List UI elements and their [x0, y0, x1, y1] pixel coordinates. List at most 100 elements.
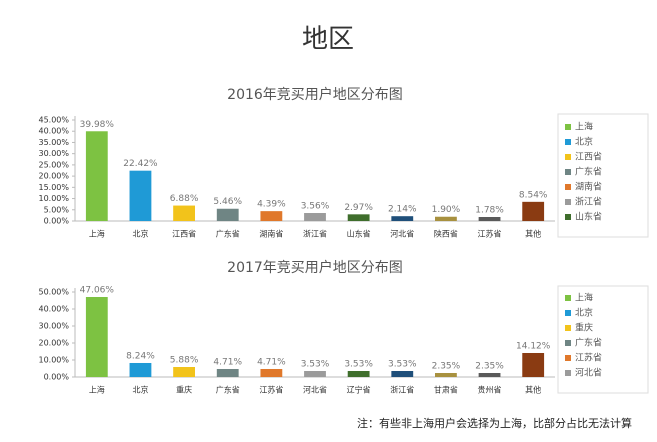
value-label: 39.98% — [80, 120, 115, 130]
y-tick-label: 10.00% — [38, 194, 69, 203]
bar — [85, 131, 108, 221]
x-tick-label: 贵州省 — [478, 385, 502, 395]
bar — [522, 201, 545, 221]
bar — [173, 367, 195, 377]
x-tick-label: 河北省 — [303, 385, 327, 395]
bar — [216, 368, 239, 377]
legend-label: 上海 — [575, 292, 593, 304]
legend-label: 上海 — [575, 121, 593, 133]
x-tick-label: 其他 — [525, 229, 541, 239]
x-tick-label: 辽宁省 — [347, 385, 371, 395]
legend-swatch — [565, 325, 571, 331]
legend-swatch — [565, 214, 571, 220]
bar — [260, 211, 283, 221]
y-tick-label: 35.00% — [38, 138, 69, 147]
x-tick-label: 江西省 — [172, 229, 196, 239]
legend-label: 河北省 — [575, 367, 602, 379]
value-label: 47.06% — [80, 285, 115, 295]
bar — [129, 362, 152, 377]
x-tick-label: 河北省 — [390, 229, 414, 239]
bar — [260, 368, 283, 377]
bar — [478, 217, 501, 221]
bar — [129, 170, 152, 221]
y-tick-label: 50.00% — [38, 288, 69, 297]
bar — [85, 296, 108, 377]
legend-label: 湖南省 — [575, 181, 602, 193]
legend-swatch — [565, 124, 571, 130]
x-tick-label: 浙江省 — [303, 229, 327, 239]
bar — [216, 208, 239, 221]
legend-label: 北京 — [575, 136, 593, 148]
bar — [304, 213, 326, 221]
value-label: 2.14% — [388, 205, 417, 215]
y-tick-label: 25.00% — [38, 160, 69, 169]
legend-label: 江西省 — [575, 151, 602, 163]
value-label: 1.78% — [475, 206, 504, 216]
legend-label: 山东省 — [575, 211, 602, 223]
y-tick-label: 40.00% — [38, 127, 69, 136]
legend-swatch — [565, 139, 571, 145]
x-tick-label: 湖南省 — [259, 229, 283, 239]
legend-swatch — [565, 340, 571, 346]
y-tick-label: 20.00% — [38, 172, 69, 181]
value-label: 5.88% — [170, 356, 199, 366]
x-tick-label: 甘肃省 — [434, 385, 458, 395]
value-label: 5.46% — [213, 197, 242, 207]
bar — [173, 205, 195, 221]
value-label: 14.12% — [516, 341, 551, 351]
value-label: 3.53% — [301, 359, 330, 369]
value-label: 3.53% — [344, 359, 373, 369]
legend-label: 浙江省 — [575, 196, 602, 208]
y-tick-label: 0.00% — [44, 373, 70, 382]
y-tick-label: 10.00% — [38, 356, 69, 365]
legend-swatch — [565, 370, 571, 376]
chart-title: 2016年竞买用户地区分布图 — [227, 86, 403, 103]
page-title: 地区 — [302, 25, 354, 55]
x-tick-label: 浙江省 — [390, 385, 414, 395]
bar — [522, 352, 545, 377]
value-label: 2.35% — [475, 362, 504, 372]
value-label: 6.88% — [170, 194, 199, 204]
legend-swatch — [565, 295, 571, 301]
legend-label: 广东省 — [575, 337, 602, 349]
x-tick-label: 重庆 — [176, 385, 192, 395]
value-label: 22.42% — [123, 159, 158, 169]
value-label: 3.56% — [301, 202, 330, 212]
bar — [347, 214, 370, 221]
y-tick-label: 0.00% — [44, 217, 70, 226]
value-label: 4.71% — [257, 357, 286, 367]
x-tick-label: 山东省 — [347, 229, 371, 239]
y-tick-label: 15.00% — [38, 183, 69, 192]
value-label: 3.53% — [388, 359, 417, 369]
x-tick-label: 北京 — [132, 229, 148, 239]
x-tick-label: 江苏省 — [259, 385, 283, 395]
value-label: 2.35% — [432, 362, 461, 372]
legend-swatch — [565, 154, 571, 160]
x-tick-label: 北京 — [132, 385, 148, 395]
legend-box — [557, 285, 649, 394]
x-tick-label: 上海 — [89, 385, 105, 395]
bar — [347, 370, 370, 377]
legend-swatch — [565, 169, 571, 175]
x-tick-label: 广东省 — [216, 385, 240, 395]
legend-swatch — [565, 355, 571, 361]
bar — [391, 216, 414, 221]
bar — [304, 370, 326, 377]
value-label: 1.90% — [432, 205, 461, 215]
bar — [435, 216, 457, 221]
y-tick-label: 30.00% — [38, 322, 69, 331]
x-tick-label: 陕西省 — [434, 229, 458, 239]
bar — [391, 370, 414, 377]
y-tick-label: 45.00% — [38, 116, 69, 125]
y-tick-label: 5.00% — [44, 205, 70, 214]
x-tick-label: 上海 — [89, 229, 105, 239]
note: 注：有些非上海用户会选择为上海，比部分占比无法计算 — [357, 416, 632, 430]
value-label: 8.54% — [519, 190, 548, 200]
y-tick-label: 20.00% — [38, 339, 69, 348]
legend-label: 重庆 — [575, 322, 593, 334]
legend-box — [557, 113, 649, 238]
value-label: 2.97% — [344, 203, 373, 213]
value-label: 8.24% — [126, 351, 155, 361]
legend-label: 北京 — [575, 307, 593, 319]
